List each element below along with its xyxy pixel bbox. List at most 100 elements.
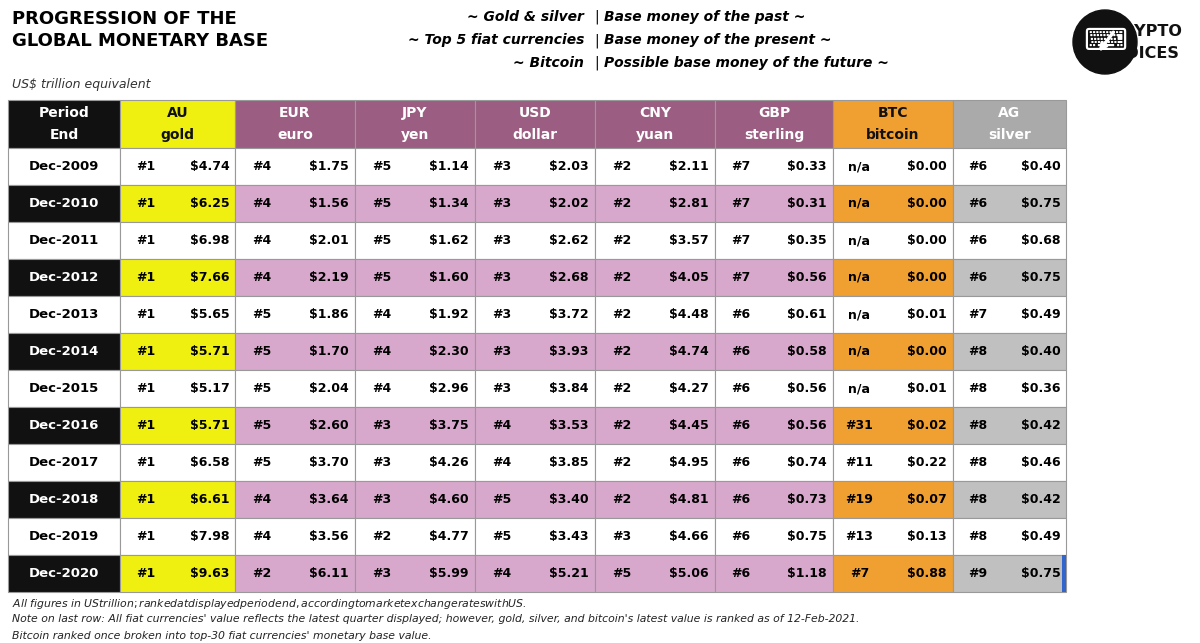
Text: #1: #1 — [136, 234, 155, 247]
Text: $2.01: $2.01 — [308, 234, 348, 247]
Bar — [715, 148, 833, 185]
Text: Dec-2013: Dec-2013 — [29, 308, 100, 321]
Bar — [715, 100, 833, 148]
Text: $6.11: $6.11 — [308, 567, 348, 580]
Text: #3: #3 — [492, 382, 511, 395]
Text: $0.07: $0.07 — [907, 493, 947, 506]
Bar — [120, 407, 235, 444]
Text: Dec-2010: Dec-2010 — [29, 197, 100, 210]
Text: #6: #6 — [968, 197, 988, 210]
Text: $2.04: $2.04 — [308, 382, 348, 395]
Text: $3.43: $3.43 — [548, 530, 588, 543]
Text: bitcoin: bitcoin — [866, 127, 919, 141]
Text: $0.49: $0.49 — [1021, 308, 1061, 321]
Text: $2.96: $2.96 — [428, 382, 468, 395]
Text: #1: #1 — [136, 308, 155, 321]
Text: yuan: yuan — [636, 127, 674, 141]
Bar — [475, 259, 595, 296]
Text: BTC: BTC — [877, 107, 908, 120]
Bar — [8, 555, 120, 592]
Text: $0.40: $0.40 — [1021, 160, 1061, 173]
Text: $3.57: $3.57 — [668, 234, 708, 247]
Bar — [8, 296, 120, 333]
Text: $0.22: $0.22 — [907, 456, 947, 469]
Bar — [715, 296, 833, 333]
Text: #4: #4 — [252, 530, 271, 543]
Text: $1.92: $1.92 — [428, 308, 468, 321]
Text: $1.70: $1.70 — [308, 345, 348, 358]
Text: #3: #3 — [372, 419, 391, 432]
Text: $4.81: $4.81 — [668, 493, 708, 506]
Text: |: | — [594, 33, 599, 48]
Text: n/a: n/a — [848, 160, 870, 173]
Text: #5: #5 — [612, 567, 631, 580]
Bar — [120, 296, 235, 333]
Bar — [235, 370, 355, 407]
Text: #3: #3 — [492, 197, 511, 210]
Text: #5: #5 — [252, 419, 271, 432]
Text: #3: #3 — [372, 456, 391, 469]
Text: $6.58: $6.58 — [190, 456, 229, 469]
Text: $4.60: $4.60 — [428, 493, 468, 506]
Text: $0.00: $0.00 — [907, 197, 947, 210]
Text: $0.74: $0.74 — [787, 456, 827, 469]
Text: #7: #7 — [731, 234, 750, 247]
Bar — [235, 444, 355, 481]
Bar — [120, 100, 235, 148]
Bar — [355, 185, 475, 222]
Text: $7.98: $7.98 — [190, 530, 229, 543]
Text: GBP: GBP — [758, 107, 790, 120]
Text: #6: #6 — [731, 567, 750, 580]
Text: $0.31: $0.31 — [787, 197, 827, 210]
Bar — [120, 185, 235, 222]
Bar — [953, 222, 1066, 259]
Bar — [715, 333, 833, 370]
Text: $0.02: $0.02 — [907, 419, 947, 432]
Bar — [8, 222, 120, 259]
Text: Dec-2012: Dec-2012 — [29, 271, 100, 284]
Bar — [715, 481, 833, 518]
Text: $0.01: $0.01 — [907, 382, 947, 395]
Bar — [8, 370, 120, 407]
Text: $0.33: $0.33 — [787, 160, 827, 173]
Text: #7: #7 — [968, 308, 988, 321]
Bar — [120, 518, 235, 555]
Text: Dec-2011: Dec-2011 — [29, 234, 100, 247]
Bar — [953, 555, 1066, 592]
Bar — [8, 407, 120, 444]
Text: Dec-2018: Dec-2018 — [29, 493, 100, 506]
Bar — [235, 481, 355, 518]
Bar — [953, 259, 1066, 296]
Bar — [475, 222, 595, 259]
Bar — [355, 259, 475, 296]
Bar — [355, 148, 475, 185]
Text: $0.36: $0.36 — [1021, 382, 1061, 395]
Text: #5: #5 — [372, 197, 391, 210]
Text: Dec-2015: Dec-2015 — [29, 382, 100, 395]
Bar — [595, 259, 715, 296]
Text: $0.56: $0.56 — [787, 419, 827, 432]
Bar — [8, 518, 120, 555]
Text: $0.61: $0.61 — [787, 308, 827, 321]
Text: #5: #5 — [372, 271, 391, 284]
Bar — [120, 148, 235, 185]
Bar — [235, 259, 355, 296]
Text: $4.27: $4.27 — [668, 382, 708, 395]
Bar — [120, 333, 235, 370]
Text: $5.99: $5.99 — [428, 567, 468, 580]
Text: Dec-2014: Dec-2014 — [29, 345, 100, 358]
Text: $2.62: $2.62 — [548, 234, 588, 247]
Text: $0.49: $0.49 — [1021, 530, 1061, 543]
Text: #2: #2 — [612, 456, 631, 469]
Bar — [475, 481, 595, 518]
Text: #8: #8 — [968, 530, 988, 543]
Bar — [595, 518, 715, 555]
Bar — [595, 370, 715, 407]
Text: $3.40: $3.40 — [548, 493, 588, 506]
Bar — [8, 259, 120, 296]
Text: |: | — [594, 56, 599, 71]
Text: #4: #4 — [372, 382, 391, 395]
Text: ~ Top 5 fiat currencies: ~ Top 5 fiat currencies — [408, 33, 584, 47]
Bar — [595, 148, 715, 185]
Text: euro: euro — [277, 127, 313, 141]
